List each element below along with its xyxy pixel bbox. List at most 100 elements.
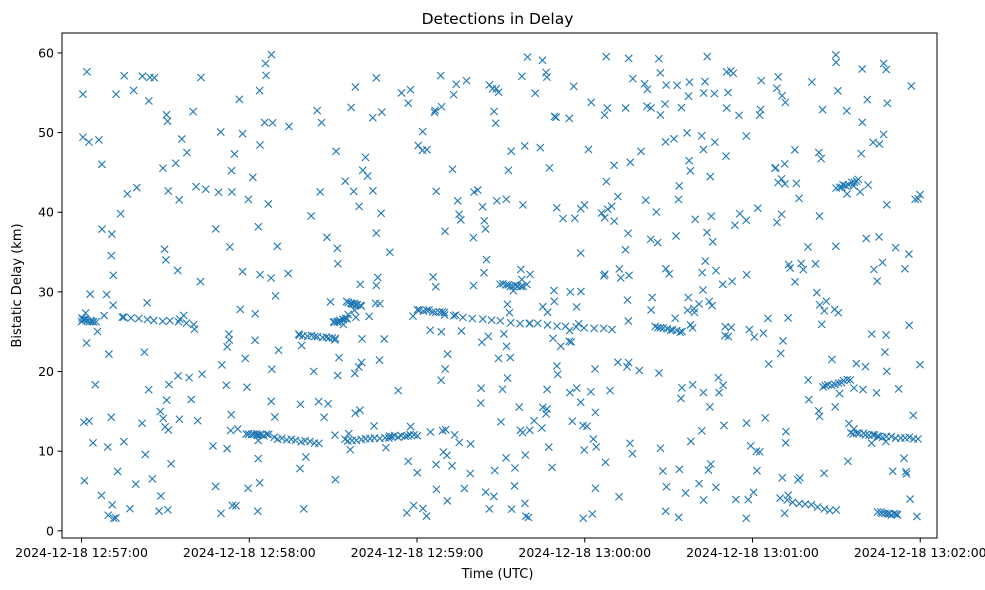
data-point (271, 291, 280, 300)
data-point (674, 513, 683, 522)
data-point (107, 251, 116, 260)
data-point (344, 429, 353, 438)
data-point (347, 103, 356, 112)
data-point (502, 342, 511, 351)
data-point (568, 417, 577, 426)
data-point (358, 334, 367, 343)
data-point (270, 413, 279, 422)
data-point (223, 444, 232, 453)
data-point (628, 449, 637, 458)
data-point (882, 331, 891, 340)
data-point (728, 277, 737, 286)
data-point (602, 52, 611, 61)
data-point (774, 72, 783, 81)
data-point (831, 242, 840, 251)
data-point (377, 108, 386, 117)
data-point (538, 56, 547, 65)
data-point (498, 385, 507, 394)
data-point (505, 308, 514, 317)
data-point (511, 281, 520, 290)
data-point (643, 102, 652, 111)
data-point (502, 453, 511, 462)
data-point (841, 181, 850, 190)
data-point (316, 187, 325, 196)
data-point (441, 227, 450, 236)
data-point (145, 73, 154, 82)
data-point (801, 500, 810, 509)
data-point (480, 216, 489, 225)
data-point (349, 187, 358, 196)
data-point (502, 195, 511, 204)
data-point (222, 381, 231, 390)
data-point (703, 52, 712, 61)
data-point (242, 383, 251, 392)
data-point (790, 145, 799, 154)
data-point (843, 375, 852, 384)
data-point (706, 460, 715, 469)
data-point (549, 286, 558, 295)
data-point (893, 510, 902, 519)
data-point (462, 76, 471, 85)
data-point (402, 508, 411, 517)
data-point (610, 217, 619, 226)
data-point (648, 293, 657, 302)
data-point (572, 302, 581, 311)
data-point (167, 459, 176, 468)
data-point (260, 118, 269, 127)
data-point (626, 158, 635, 167)
data-point (672, 232, 681, 241)
data-point (894, 384, 903, 393)
data-point (125, 504, 134, 513)
data-point (267, 365, 276, 374)
data-point (902, 469, 911, 478)
data-point (888, 467, 897, 476)
data-point (479, 268, 488, 277)
data-point (526, 270, 535, 279)
data-point (795, 194, 804, 203)
data-point (914, 194, 923, 203)
data-point (499, 329, 508, 338)
data-point (901, 467, 910, 476)
data-point (662, 482, 671, 491)
data-point (702, 228, 711, 237)
data-point (196, 277, 205, 286)
data-point (449, 311, 458, 320)
data-point (441, 365, 450, 374)
data-point (610, 161, 619, 170)
data-point (665, 269, 674, 278)
data-point (569, 82, 578, 91)
data-point (727, 323, 736, 332)
data-point (496, 316, 505, 325)
data-point (413, 468, 422, 477)
data-point (536, 143, 545, 152)
data-point (228, 501, 237, 510)
data-point (107, 413, 116, 422)
data-point (381, 443, 390, 452)
data-point (238, 267, 247, 276)
data-point (518, 282, 527, 291)
data-point (161, 255, 170, 264)
data-point (624, 317, 633, 326)
data-point (138, 419, 147, 428)
data-point (490, 466, 499, 475)
data-point (429, 272, 438, 281)
data-point (107, 230, 116, 239)
data-point (332, 147, 341, 156)
data-point (307, 211, 316, 220)
data-point (589, 435, 598, 444)
data-point (565, 388, 574, 397)
data-point (669, 134, 678, 143)
data-point (502, 280, 511, 289)
data-point (476, 399, 485, 408)
data-point (174, 371, 183, 380)
data-point (869, 265, 878, 274)
data-point (473, 186, 482, 195)
data-point (442, 451, 451, 460)
data-point (330, 431, 339, 440)
data-point (744, 495, 753, 504)
data-point (698, 268, 707, 277)
data-point (653, 238, 662, 247)
data-point (763, 314, 772, 323)
data-point (685, 156, 694, 165)
data-point (525, 319, 534, 328)
